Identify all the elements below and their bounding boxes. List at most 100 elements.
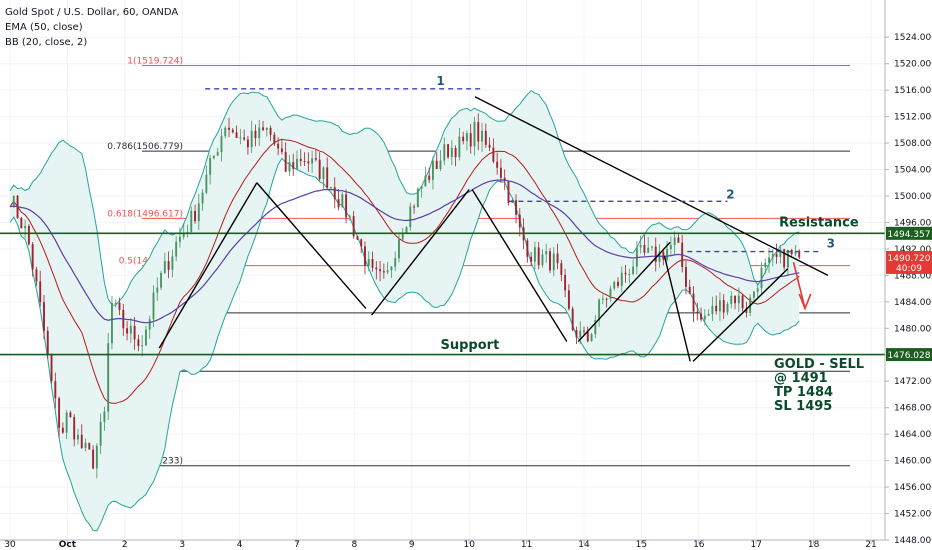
candle-body (420, 186, 423, 189)
candle-body (647, 247, 650, 253)
price-tick-label: 1508.000 (894, 139, 932, 149)
candle-body (84, 442, 87, 449)
candle-body (617, 281, 619, 287)
fib-level-label: 0.618(1496.617) (107, 209, 183, 219)
candle-body (322, 167, 325, 180)
candle-body (469, 133, 472, 147)
candle-body (609, 288, 612, 299)
candle-body (118, 302, 121, 310)
time-tick-label: 21 (865, 540, 876, 550)
candle-body (160, 272, 163, 288)
candle-body (477, 122, 480, 142)
candle-body (677, 237, 680, 243)
price-tick-label: 1464.000 (894, 430, 932, 440)
candle-body (95, 445, 98, 469)
ema-50-line (9, 179, 800, 324)
candle-body (768, 257, 770, 263)
candle-body (54, 381, 57, 399)
candle-body (579, 330, 582, 338)
candle-body (688, 286, 691, 294)
time-tick-label: 8 (352, 540, 358, 550)
candle-body (330, 187, 332, 189)
candle-body (296, 158, 298, 169)
price-tag (886, 348, 932, 362)
candle-body (114, 302, 117, 304)
candle-body (567, 290, 570, 309)
candle-body (643, 245, 646, 253)
candle-body (186, 231, 189, 233)
candle-body (348, 216, 351, 218)
sell-arrowhead (798, 293, 812, 311)
candle-body (307, 161, 310, 164)
candle-body (126, 328, 129, 334)
candle-body (209, 158, 212, 175)
candle-body (435, 160, 438, 170)
candle-body (228, 127, 230, 130)
candle-body (752, 291, 755, 298)
candle-body (450, 148, 453, 158)
candle-body (666, 249, 669, 260)
candle-body (711, 305, 714, 315)
candle-body (107, 343, 110, 412)
price-tag (886, 250, 932, 264)
candle-body (601, 298, 604, 300)
price-tick-label: 1448.000 (894, 536, 932, 546)
candle-body (760, 267, 763, 289)
candle-body (473, 122, 476, 147)
candle-body (605, 298, 608, 300)
candle-body (69, 412, 72, 418)
trendline (371, 188, 470, 316)
candle-body (337, 199, 340, 208)
price-tag-label: 1494.357 (888, 230, 931, 240)
candle-body (492, 147, 495, 162)
candle-body (413, 206, 416, 208)
indicator-legend: Gold Spot / U.S. Dollar, 60, OANDA EMA (… (5, 5, 178, 50)
time-tick-label: 15 (636, 540, 647, 550)
price-tick-label: 1472.000 (894, 377, 932, 387)
candle-body (288, 162, 291, 172)
candle-body (352, 216, 355, 237)
resistance-trendline (474, 96, 829, 277)
ema-line (9, 179, 800, 324)
candle-body (326, 167, 329, 188)
candle-body (382, 271, 385, 273)
candle-body (798, 252, 801, 258)
candle-body (439, 160, 442, 170)
time-tick-label: 16 (693, 540, 705, 550)
candle-body (771, 254, 774, 258)
candle-body (416, 188, 419, 208)
candle-body (398, 239, 400, 259)
price-tag (886, 260, 932, 274)
candle-body (790, 250, 793, 255)
trade-note-line: @ 1491 (774, 371, 828, 386)
candle-body (586, 330, 589, 342)
candle-body (484, 130, 487, 145)
price-tick-label: 1512.000 (894, 113, 932, 123)
candle-body (394, 258, 397, 267)
candle-body (424, 175, 427, 187)
price-tick-label: 1504.000 (894, 166, 932, 176)
candle-body (783, 249, 786, 268)
candle-body (465, 133, 468, 142)
candle-body (594, 320, 597, 335)
support-resistance-lines (0, 232, 885, 356)
price-tick-label: 1496.000 (894, 218, 932, 228)
candle-body (103, 411, 106, 422)
time-tick-label: 11 (521, 540, 532, 550)
candle-body (386, 270, 389, 273)
candle-body (496, 161, 499, 168)
candle-body (182, 232, 185, 237)
candle-body (458, 136, 461, 158)
candle-body (299, 158, 302, 161)
candle-body (35, 269, 38, 282)
candle-body (356, 236, 359, 240)
candle-body (794, 252, 797, 255)
price-axis-bg (885, 0, 932, 550)
bb-fill (10, 90, 800, 531)
candle-body (552, 253, 555, 271)
candle-body (428, 175, 431, 180)
ema-legend: EMA (50, close) (5, 22, 83, 33)
price-tag-label: 40:09 (896, 264, 922, 274)
